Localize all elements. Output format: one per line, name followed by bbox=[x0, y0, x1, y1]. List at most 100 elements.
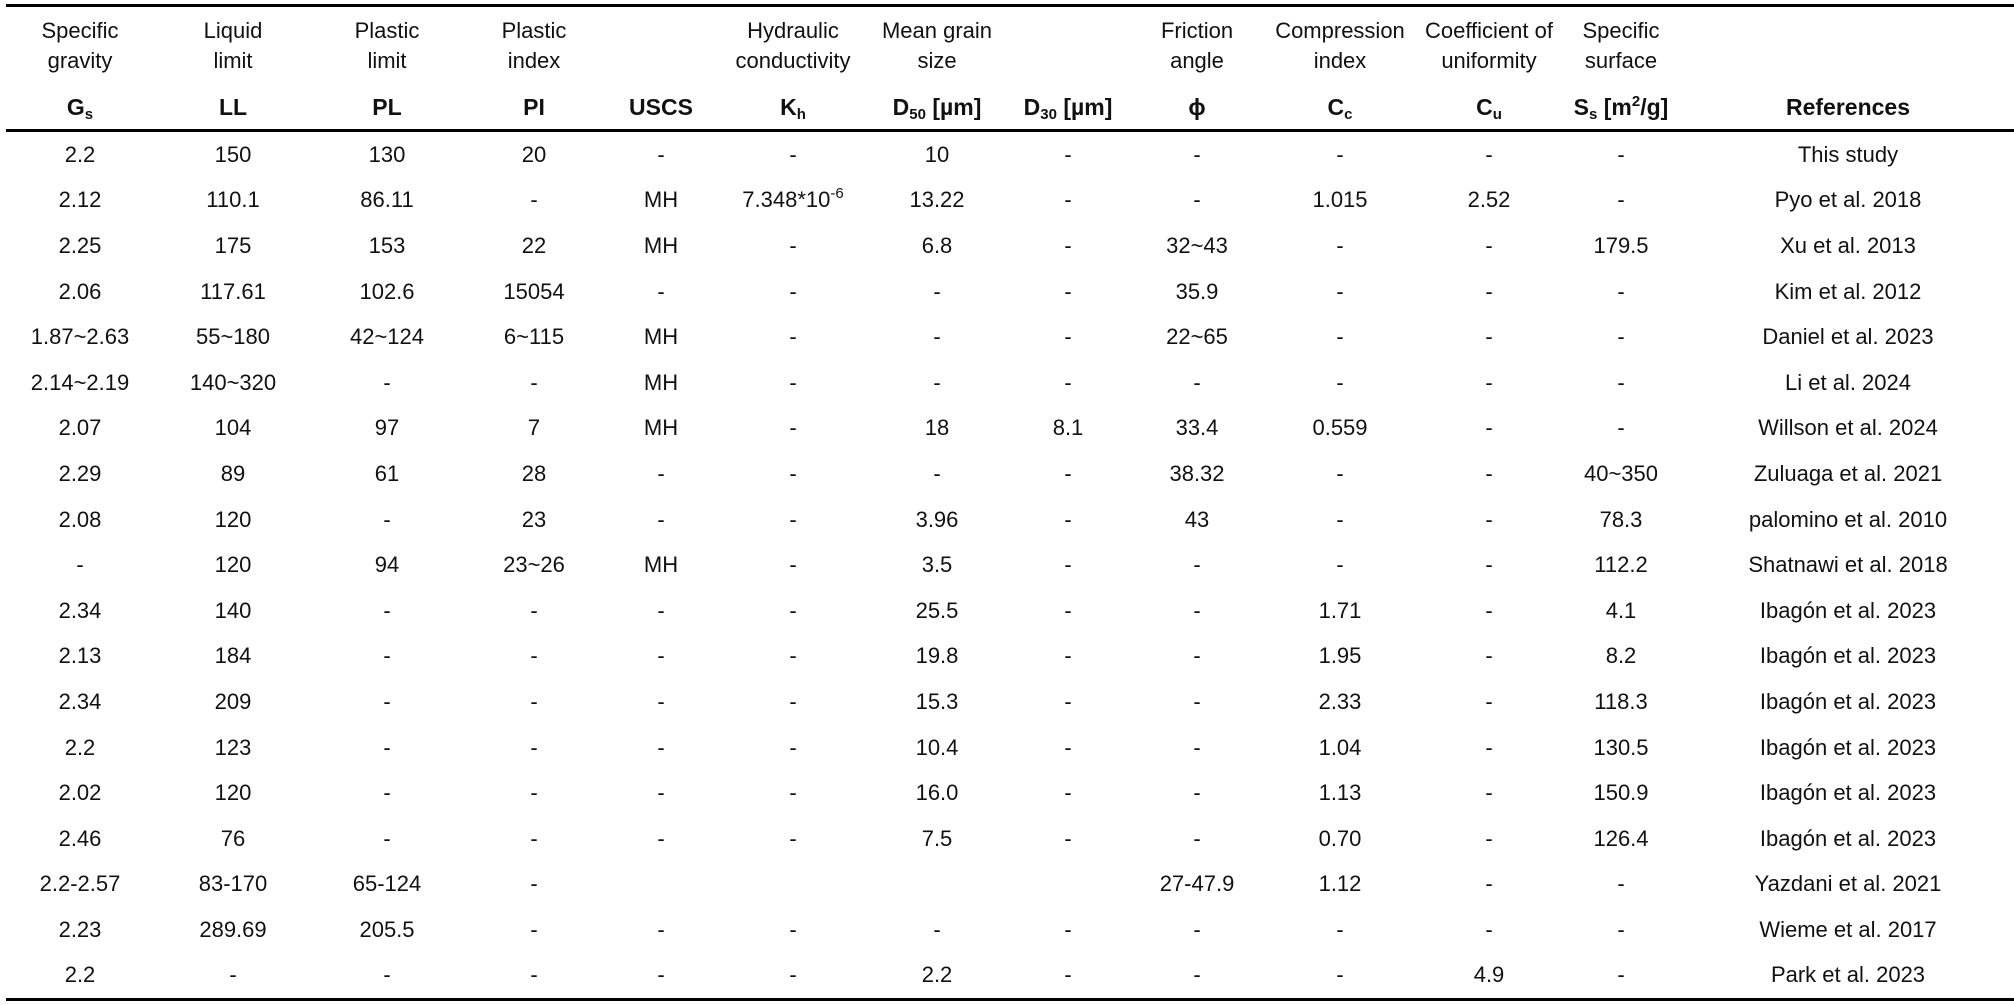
symbol-subscript: s bbox=[1589, 105, 1598, 123]
table-body: 2.2 150 130 20 - - 10 - - - - - This study 2.12 110.1 8… bbox=[6, 131, 2014, 1002]
table-cell: - bbox=[383, 688, 391, 714]
table-cell: 2.07 bbox=[58, 415, 102, 441]
table-row: 2.2-2.57 83-170 65-124 - 27-47.9 1.12 - - Yazdan… bbox=[6, 862, 2014, 908]
table-cell: - bbox=[154, 952, 312, 1002]
table-cell: - bbox=[1064, 369, 1072, 395]
table-cell: - bbox=[933, 460, 941, 486]
symbol-subscript: c bbox=[1344, 105, 1353, 123]
reference-cell: Ibagón et al. 2023 bbox=[1759, 734, 1937, 760]
table-cell: - bbox=[1064, 141, 1072, 167]
column-name-line: limit bbox=[213, 48, 253, 73]
table-cell: 97 bbox=[374, 415, 400, 441]
table-cell bbox=[1004, 862, 1132, 908]
table-cell: - bbox=[383, 597, 391, 623]
column-symbol-7: D30 [µm] bbox=[1004, 85, 1132, 132]
symbol-unit-tail: /g] bbox=[1640, 93, 1669, 120]
symbol-main: G bbox=[66, 93, 85, 120]
table-cell: - bbox=[1064, 688, 1072, 714]
table-cell: - bbox=[657, 688, 665, 714]
table-cell: - bbox=[1485, 141, 1493, 167]
reference-cell: Park et al. 2023 bbox=[1682, 952, 2014, 1002]
table-cell: 2.2-2.57 bbox=[39, 871, 121, 897]
table-cell: - bbox=[716, 952, 870, 1002]
table-cell: - bbox=[657, 643, 665, 669]
symbol-main: S bbox=[1573, 93, 1590, 120]
table-cell: 150 bbox=[214, 141, 252, 167]
column-symbol-9: Cc bbox=[1262, 85, 1418, 132]
table-cell: 42~124 bbox=[349, 324, 425, 350]
table-cell: - bbox=[789, 780, 797, 806]
table-row: 2.06 117.61 102.6 15054 - - - - 35.9 - - - Kim et al… bbox=[6, 269, 2014, 315]
table-cell bbox=[870, 862, 1004, 908]
reference-cell: Shatnawi et al. 2018 bbox=[1748, 552, 1948, 578]
table-row: 2.34 140 - - - - 25.5 - - 1.71 - 4.1 Ibagón et al. 2… bbox=[6, 588, 2014, 634]
table-cell: 120 bbox=[214, 780, 252, 806]
column-name-line: Hydraulic bbox=[747, 18, 839, 43]
table-cell: 1.71 bbox=[1318, 597, 1362, 623]
table-cell: - bbox=[1617, 141, 1625, 167]
table-cell: 55~180 bbox=[195, 324, 271, 350]
table-cell: - bbox=[530, 734, 538, 760]
table-cell: MH bbox=[643, 187, 679, 213]
table-row: 2.12 110.1 86.11 - MH 7.348*10-6 13.22 - - 1.015 2… bbox=[6, 178, 2014, 224]
table-cell: - bbox=[933, 369, 941, 395]
column-name-6: Mean grain size bbox=[870, 7, 1004, 85]
table-cell: 40~350 bbox=[1583, 460, 1659, 486]
table-cell: 35.9 bbox=[1175, 278, 1219, 304]
table-cell: - bbox=[1064, 552, 1072, 578]
table-cell: - bbox=[530, 871, 538, 897]
table-cell: 2.08 bbox=[58, 506, 102, 532]
table-cell: - bbox=[789, 688, 797, 714]
cell-value: 7.348*10 bbox=[742, 187, 831, 213]
table-row: 2.2- - - - -2.2- - -4.9- Park et al. 2023 bbox=[6, 952, 2014, 1002]
table-cell: - bbox=[1193, 552, 1201, 578]
table-cell: 23 bbox=[521, 506, 547, 532]
table-cell: 2.52 bbox=[1467, 187, 1511, 213]
column-name-line: Mean grain bbox=[881, 18, 993, 43]
table-cell: 3.5 bbox=[921, 552, 953, 578]
table-row: 2.07 104 97 7 MH - 18 8.1 33.4 0.559 - - Willson et … bbox=[6, 406, 2014, 452]
table-cell: 15.3 bbox=[915, 688, 959, 714]
table-cell: MH bbox=[643, 415, 679, 441]
table-cell: - bbox=[1485, 415, 1493, 441]
table-cell: - bbox=[1064, 187, 1072, 213]
table-cell: MH bbox=[643, 232, 679, 258]
symbol-main: C bbox=[1476, 93, 1493, 120]
table-cell: - bbox=[1064, 324, 1072, 350]
table-cell: - bbox=[530, 597, 538, 623]
table-cell: - bbox=[530, 780, 538, 806]
table-cell: MH bbox=[643, 324, 679, 350]
table-cell: 2.2 bbox=[64, 734, 96, 760]
column-name-line: Plastic bbox=[354, 18, 420, 43]
table-cell: - bbox=[657, 597, 665, 623]
table-cell: - bbox=[1064, 278, 1072, 304]
table-cell: 1.95 bbox=[1318, 643, 1362, 669]
table-cell: - bbox=[1336, 916, 1344, 942]
table-cell: - bbox=[789, 278, 797, 304]
column-name-line: size bbox=[917, 48, 957, 73]
table-cell: - bbox=[606, 952, 716, 1002]
table-cell: - bbox=[789, 415, 797, 441]
symbol-main: C bbox=[1327, 93, 1345, 120]
table-cell: 4.1 bbox=[1605, 597, 1637, 623]
table-cell: 2.06 bbox=[58, 278, 102, 304]
column-name-line: index bbox=[507, 48, 561, 73]
column-symbol-3: PI bbox=[462, 85, 606, 132]
table-cell bbox=[606, 862, 716, 908]
table-row: - 120 94 23~26 MH - 3.5 - - - - 112.2 Shatnawi et al… bbox=[6, 542, 2014, 588]
table-cell: - bbox=[1064, 916, 1072, 942]
table-cell: - bbox=[383, 780, 391, 806]
table-cell: - bbox=[1617, 916, 1625, 942]
table-cell: 153 bbox=[368, 232, 406, 258]
table-cell: - bbox=[1336, 141, 1344, 167]
table-cell: 150.9 bbox=[1593, 780, 1649, 806]
table-cell: - bbox=[1193, 688, 1201, 714]
table-cell: 1.015 bbox=[1312, 187, 1368, 213]
table-row: 2.02 120 - - - - 16.0 - - 1.13 - 150.9 Ibagón et al.… bbox=[6, 770, 2014, 816]
table-cell: 28 bbox=[521, 460, 547, 486]
column-name-line: limit bbox=[367, 48, 407, 73]
table-cell: - bbox=[657, 780, 665, 806]
column-name-line: Coefficient of bbox=[1424, 18, 1553, 43]
table-row: 2.13 184 - - - - 19.8 - - 1.95 - 8.2 Ibagón et al. 2… bbox=[6, 634, 2014, 680]
table-cell: 184 bbox=[214, 643, 252, 669]
